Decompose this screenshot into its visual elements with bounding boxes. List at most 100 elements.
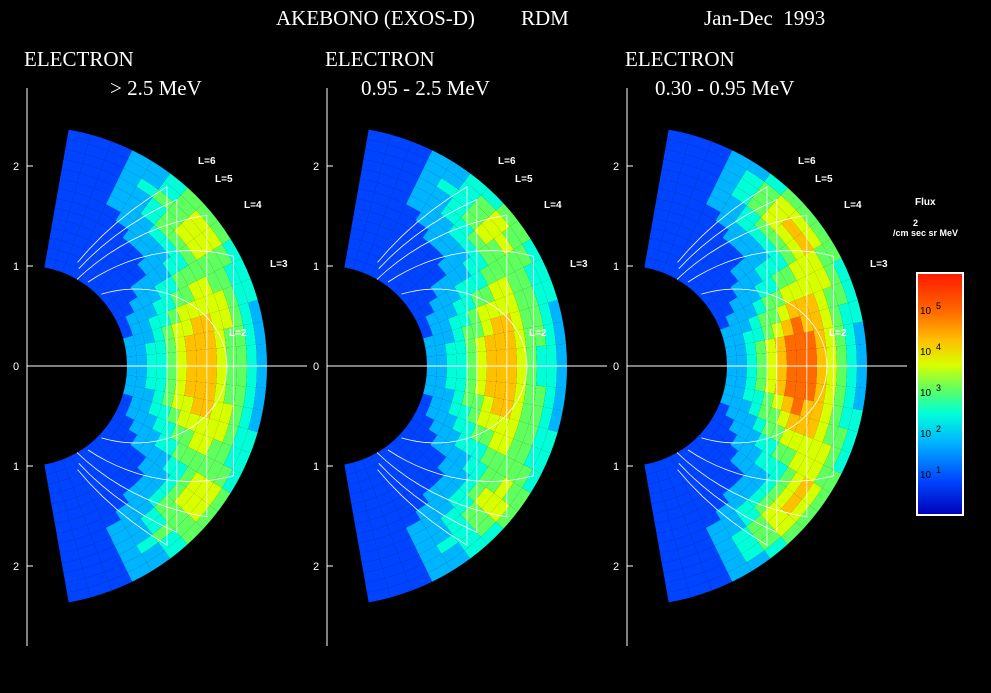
flux-bin-panel-2 (464, 173, 488, 196)
flux-bin-panel-3 (794, 415, 810, 436)
flux-bin-panel-1 (196, 366, 207, 383)
flux-bin-panel-1 (82, 153, 105, 170)
flux-bin-panel-1 (190, 316, 204, 335)
flux-bin-panel-3 (796, 349, 807, 366)
flux-bin-panel-2 (363, 568, 386, 583)
flux-bin-panel-2 (441, 542, 465, 563)
flux-bin-panel-3 (714, 424, 729, 439)
flux-bin-panel-3 (716, 402, 730, 416)
flux-bin-panel-2 (513, 421, 529, 443)
flux-bin-panel-1 (184, 334, 197, 352)
flux-bin-panel-3 (646, 247, 659, 260)
flux-bin-panel-2 (523, 327, 537, 348)
flux-bin-panel-3 (661, 487, 677, 502)
flux-bin-panel-2 (429, 264, 447, 282)
flux-bin-panel-3 (677, 543, 698, 559)
flux-bin-panel-3 (856, 343, 867, 366)
flux-bin-panel-3 (848, 408, 863, 433)
flux-bin-panel-2 (425, 518, 447, 537)
flux-bin-panel-1 (174, 336, 187, 353)
flux-bin-panel-1 (146, 366, 157, 379)
flux-bin-panel-1 (99, 478, 117, 495)
flux-bin-panel-3 (705, 486, 723, 503)
flux-bin-panel-2 (379, 553, 402, 569)
flux-bin-panel-2 (452, 416, 467, 434)
flux-bin-panel-1 (179, 265, 197, 286)
flux-bin-panel-1 (134, 474, 153, 493)
flux-bin-panel-2 (493, 477, 514, 500)
flux-bin-panel-3 (805, 271, 823, 294)
flux-bin-panel-1 (161, 324, 175, 341)
flux-bin-panel-2 (448, 315, 462, 331)
flux-bin-panel-1 (47, 237, 62, 251)
flux-bin-panel-2 (405, 229, 423, 246)
flux-bin-panel-2 (440, 205, 461, 225)
flux-bin-panel-2 (353, 459, 366, 473)
flux-bin-panel-2 (480, 521, 504, 545)
flux-bin-panel-3 (687, 581, 712, 598)
flux-bin-panel-3 (694, 536, 715, 554)
flux-bin-panel-2 (425, 312, 439, 326)
flux-bin-panel-1 (107, 284, 123, 300)
flux-bin-panel-1 (120, 302, 135, 317)
flux-bin-panel-2 (407, 432, 423, 448)
flux-bin-panel-3 (761, 324, 775, 341)
flux-bin-panel-3 (711, 307, 726, 322)
flux-bin-panel-2 (488, 210, 510, 233)
colorbar-unit: /cm sec sr MeV (893, 228, 958, 238)
flux-bin-panel-3 (729, 450, 747, 468)
flux-bin-panel-3 (761, 294, 777, 312)
flux-bin-panel-1 (223, 327, 237, 348)
flux-bin-panel-3 (720, 203, 741, 222)
flux-bin-panel-1 (162, 456, 180, 476)
flux-bin-panel-2 (422, 271, 439, 288)
flux-bin-panel-2 (440, 481, 460, 500)
flux-bin-panel-1 (83, 240, 100, 255)
flux-bin-panel-1 (241, 429, 258, 454)
flux-bin-panel-3 (833, 325, 847, 347)
flux-bin-panel-2 (471, 393, 485, 411)
flux-bin-panel-1 (164, 173, 188, 196)
flux-bin-panel-3 (710, 528, 732, 546)
flux-bin-panel-1 (174, 223, 194, 245)
flux-bin-panel-2 (484, 334, 497, 352)
flux-bin-panel-3 (760, 501, 782, 523)
flux-bin-panel-2 (460, 501, 482, 523)
flux-bin-panel-2 (435, 343, 447, 356)
flux-bin-panel-1 (223, 262, 242, 286)
flux-bin-panel-3 (697, 502, 716, 519)
flux-bin-panel-2 (471, 442, 488, 462)
flux-bin-panel-2 (379, 216, 398, 232)
flux-bin-panel-1 (205, 271, 223, 294)
flux-bin-panel-2 (443, 413, 458, 429)
flux-bin-panel-1 (158, 529, 181, 551)
flux-bin-panel-3 (661, 558, 683, 573)
flux-bin-panel-1 (205, 438, 223, 461)
flux-bin-panel-3 (752, 469, 771, 488)
flux-bin-panel-2 (416, 237, 435, 255)
flux-bin-panel-2 (346, 472, 359, 485)
flux-bin-panel-2 (447, 224, 467, 245)
flux-bin-panel-3 (735, 343, 747, 356)
flux-bin-panel-1 (188, 451, 206, 472)
flux-bin-panel-3 (725, 195, 747, 214)
flux-bin-panel-2 (344, 462, 357, 475)
flux-bin-panel-2 (392, 447, 408, 463)
flux-bin-panel-3 (697, 213, 716, 230)
flux-bin-panel-1 (82, 562, 105, 579)
flux-bin-panel-2 (427, 467, 445, 485)
flux-bin-panel-2 (538, 302, 554, 326)
flux-bin-panel-3 (813, 464, 833, 488)
flux-bin-panel-2 (358, 178, 378, 193)
flux-bin-panel-1 (154, 281, 170, 299)
flux-bin-panel-3 (742, 388, 755, 402)
flux-bin-panel-3 (734, 409, 749, 425)
flux-bin-panel-2 (494, 381, 507, 400)
flux-bin-panel-1 (69, 202, 87, 217)
flux-bin-panel-1 (107, 447, 123, 463)
flux-bin-panel-2 (401, 511, 421, 528)
flux-bin-panel-3 (674, 534, 695, 550)
flux-bin-panel-2 (474, 515, 497, 537)
flux-bin-panel-3 (745, 286, 762, 304)
flux-bin-panel-3 (796, 455, 815, 478)
